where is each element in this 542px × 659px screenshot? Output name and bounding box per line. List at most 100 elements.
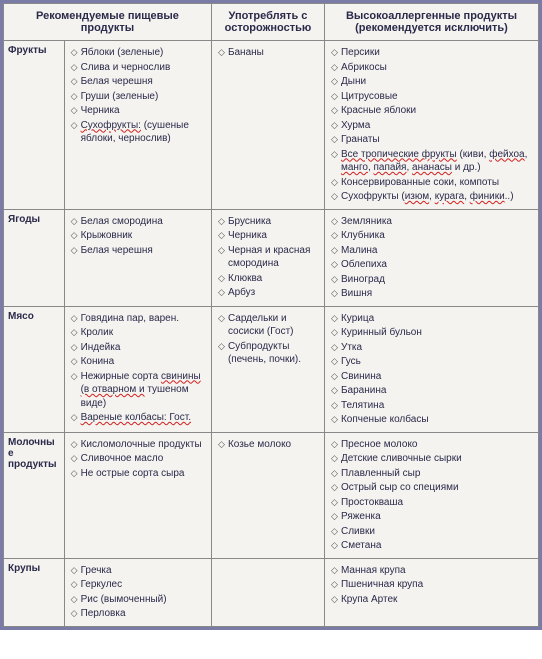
cell-col1: Яблоки (зеленые)Слива и черносливБелая ч…	[64, 41, 211, 210]
list-item: Острый сыр со специями	[331, 481, 534, 495]
list-item: Сливочное масло	[71, 452, 207, 466]
list-item: Копченые колбасы	[331, 413, 534, 427]
list-item: Черника	[218, 229, 320, 243]
col3-list: Манная крупаПшеничная крупаКрупа Артек	[329, 564, 534, 607]
list-item: Вареные колбасы: Гост.	[71, 411, 207, 425]
list-item: Куринный бульон	[331, 326, 534, 340]
list-item: Крупа Артек	[331, 593, 534, 607]
row-label: Фрукты	[4, 41, 65, 210]
table-row: МясоГовядина пар, варен.КроликИндейкаКон…	[4, 306, 539, 432]
list-item: Малина	[331, 244, 534, 258]
table-container: Рекомендуемые пищевые продукты Употребля…	[0, 0, 542, 630]
list-item: Арбуз	[218, 286, 320, 300]
cell-col3: Пресное молокоДетские сливочные сыркиПла…	[324, 432, 538, 558]
list-item: Консервированные соки, компоты	[331, 176, 534, 190]
table-row: ЯгодыБелая смородинаКрыжовникБелая череш…	[4, 209, 539, 306]
cell-col2	[211, 558, 324, 626]
col3-list: ПерсикиАбрикосыДыниЦитрусовыеКрасные ябл…	[329, 46, 534, 204]
list-item: Конина	[71, 355, 207, 369]
list-item: Субпродукты (печень, почки).	[218, 340, 320, 367]
list-item: Рис (вымоченный)	[71, 593, 207, 607]
row-label: Молочные продукты	[4, 432, 65, 558]
list-item: Козье молоко	[218, 438, 320, 452]
food-allergen-table: Рекомендуемые пищевые продукты Употребля…	[3, 3, 539, 627]
cell-col2: Сардельки и сосиски (Гост)Субпродукты (п…	[211, 306, 324, 432]
list-item: Дыни	[331, 75, 534, 89]
list-item: Слива и чернослив	[71, 61, 207, 75]
list-item: Нежирные сорта свинины (в отварном и туш…	[71, 370, 207, 411]
list-item: Сметана	[331, 539, 534, 553]
cell-col2: Козье молоко	[211, 432, 324, 558]
col1-list: Говядина пар, варен.КроликИндейкаКонинаН…	[69, 312, 207, 425]
list-item: Кролик	[71, 326, 207, 340]
table-row: Молочные продуктыКисломолочные продуктыС…	[4, 432, 539, 558]
cell-col1: Говядина пар, варен.КроликИндейкаКонинаН…	[64, 306, 211, 432]
cell-col3: ПерсикиАбрикосыДыниЦитрусовыеКрасные ябл…	[324, 41, 538, 210]
cell-col3: Манная крупаПшеничная крупаКрупа Артек	[324, 558, 538, 626]
list-item: Облепиха	[331, 258, 534, 272]
list-item: Крыжовник	[71, 229, 207, 243]
col1-list: Кисломолочные продуктыСливочное маслоНе …	[69, 438, 207, 481]
list-item: Черника	[71, 104, 207, 118]
cell-col2: БрусникаЧерникаЧерная и красная смородин…	[211, 209, 324, 306]
list-item: Белая черешня	[71, 244, 207, 258]
header-recommended: Рекомендуемые пищевые продукты	[4, 4, 212, 41]
col2-list: Бананы	[216, 46, 320, 60]
list-item: Гречка	[71, 564, 207, 578]
col1-list: ГречкаГеркулесРис (вымоченный)Перловка	[69, 564, 207, 621]
list-item: Простокваша	[331, 496, 534, 510]
list-item: Брусника	[218, 215, 320, 229]
list-item: Вишня	[331, 287, 534, 301]
header-high-allergen: Высокоаллергенные продукты (рекомендуетс…	[324, 4, 538, 41]
col1-list: Яблоки (зеленые)Слива и черносливБелая ч…	[69, 46, 207, 146]
list-item: Ряженка	[331, 510, 534, 524]
list-item: Белая черешня	[71, 75, 207, 89]
col3-list: Пресное молокоДетские сливочные сыркиПла…	[329, 438, 534, 553]
col1-list: Белая смородинаКрыжовникБелая черешня	[69, 215, 207, 258]
list-item: Белая смородина	[71, 215, 207, 229]
list-item: Цитрусовые	[331, 90, 534, 104]
list-item: Клюква	[218, 272, 320, 286]
row-label: Мясо	[4, 306, 65, 432]
row-label: Крупы	[4, 558, 65, 626]
cell-col1: Белая смородинаКрыжовникБелая черешня	[64, 209, 211, 306]
list-item: Детские сливочные сырки	[331, 452, 534, 466]
list-item: Сардельки и сосиски (Гост)	[218, 312, 320, 339]
col2-list: Сардельки и сосиски (Гост)Субпродукты (п…	[216, 312, 320, 367]
list-item: Не острые сорта сыра	[71, 467, 207, 481]
list-item: Черная и красная смородина	[218, 244, 320, 271]
list-item: Красные яблоки	[331, 104, 534, 118]
list-item: Свинина	[331, 370, 534, 384]
list-item: Индейка	[71, 341, 207, 355]
cell-col2: Бананы	[211, 41, 324, 210]
list-item: Манная крупа	[331, 564, 534, 578]
cell-col1: ГречкаГеркулесРис (вымоченный)Перловка	[64, 558, 211, 626]
header-caution: Употреблять с осторожностью	[211, 4, 324, 41]
list-item: Бананы	[218, 46, 320, 60]
row-label: Ягоды	[4, 209, 65, 306]
list-item: Сливки	[331, 525, 534, 539]
col2-list: БрусникаЧерникаЧерная и красная смородин…	[216, 215, 320, 300]
list-item: Кисломолочные продукты	[71, 438, 207, 452]
list-item: Говядина пар, варен.	[71, 312, 207, 326]
list-item: Перловка	[71, 607, 207, 621]
table-row: КрупыГречкаГеркулесРис (вымоченный)Перло…	[4, 558, 539, 626]
list-item: Земляника	[331, 215, 534, 229]
col3-list: ЗемляникаКлубникаМалинаОблепихаВиноградВ…	[329, 215, 534, 301]
list-item: Все тропические фрукты (киви, фейхоа, ма…	[331, 148, 534, 175]
list-item: Геркулес	[71, 578, 207, 592]
table-row: ФруктыЯблоки (зеленые)Слива и черносливБ…	[4, 41, 539, 210]
list-item: Пшеничная крупа	[331, 578, 534, 592]
list-item: Клубника	[331, 229, 534, 243]
col2-list: Козье молоко	[216, 438, 320, 452]
list-item: Пресное молоко	[331, 438, 534, 452]
cell-col3: ЗемляникаКлубникаМалинаОблепихаВиноградВ…	[324, 209, 538, 306]
list-item: Яблоки (зеленые)	[71, 46, 207, 60]
list-item: Груши (зеленые)	[71, 90, 207, 104]
list-item: Гусь	[331, 355, 534, 369]
list-item: Гранаты	[331, 133, 534, 147]
list-item: Сухофрукты: (сушеные яблоки, чернослив)	[71, 119, 207, 146]
list-item: Персики	[331, 46, 534, 60]
list-item: Баранина	[331, 384, 534, 398]
list-item: Плавленный сыр	[331, 467, 534, 481]
